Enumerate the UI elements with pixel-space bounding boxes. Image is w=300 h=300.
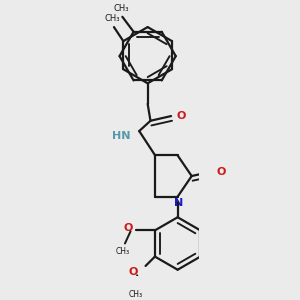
Text: O: O	[177, 111, 186, 121]
Text: HN: HN	[112, 131, 131, 141]
Text: CH₃: CH₃	[129, 290, 143, 299]
Text: N: N	[174, 198, 183, 208]
Text: O: O	[123, 224, 132, 233]
Text: CH₃: CH₃	[116, 247, 130, 256]
Text: O: O	[129, 267, 138, 277]
Text: O: O	[216, 167, 225, 177]
Text: CH₃: CH₃	[114, 4, 129, 13]
Text: CH₃: CH₃	[104, 14, 120, 23]
